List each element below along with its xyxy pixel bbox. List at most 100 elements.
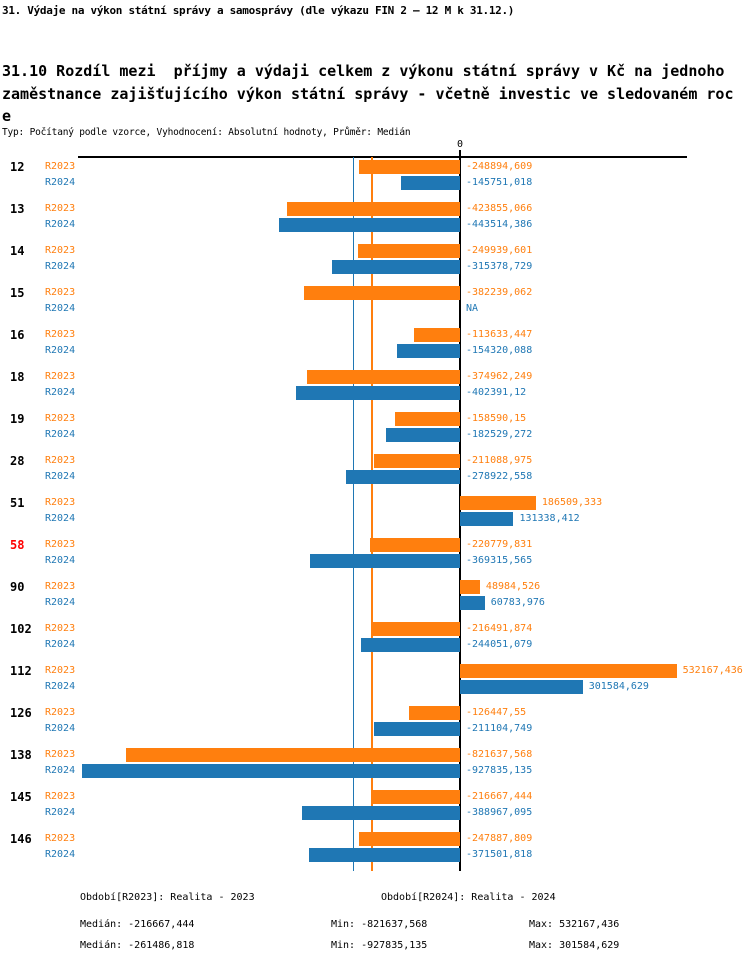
category-label-126: 126 — [10, 706, 32, 720]
category-label-146: 146 — [10, 832, 32, 846]
legend-period-r2023: Období[R2023]: Realita - 2023 — [80, 892, 255, 903]
zero-tick-label: 0 — [456, 139, 464, 150]
bar-r2024-16 — [397, 344, 460, 358]
series-label-r2023-28: R2023 — [45, 455, 76, 466]
bar-r2023-13 — [287, 202, 460, 216]
category-label-16: 16 — [10, 328, 25, 342]
series-label-r2023-145: R2023 — [45, 791, 76, 802]
series-label-r2024-15: R2024 — [45, 303, 76, 314]
series-label-r2024-145: R2024 — [45, 807, 76, 818]
series-label-r2024-112: R2024 — [45, 681, 76, 692]
series-label-r2024-138: R2024 — [45, 765, 76, 776]
value-label-r2023-15: -382239,062 — [466, 287, 533, 298]
value-label-r2024-18: -402391,12 — [466, 387, 527, 398]
value-label-r2023-16: -113633,447 — [466, 329, 533, 340]
value-label-r2023-19: -158590,15 — [466, 413, 527, 424]
category-label-58: 58 — [10, 538, 25, 552]
category-label-51: 51 — [10, 496, 25, 510]
median-line-r2024 — [352, 157, 355, 871]
series-label-r2023-102: R2023 — [45, 623, 76, 634]
value-label-r2023-51: 186509,333 — [541, 497, 603, 508]
bar-r2023-90 — [460, 580, 480, 594]
bar-r2024-12 — [400, 176, 460, 190]
series-label-r2023-51: R2023 — [45, 497, 76, 508]
value-label-r2023-18: -374962,249 — [466, 371, 533, 382]
value-label-r2024-51: 131338,412 — [519, 513, 580, 524]
series-label-r2024-146: R2024 — [45, 849, 76, 860]
series-label-r2023-138: R2023 — [45, 749, 76, 760]
series-label-r2024-58: R2024 — [45, 555, 76, 566]
category-label-19: 19 — [10, 412, 25, 426]
stat-median-r2024: Medián: -261486,818 — [80, 940, 195, 951]
report-meta-line: Typ: Počítaný podle vzorce, Vyhodnocení:… — [2, 127, 411, 138]
series-label-r2023-90: R2023 — [45, 581, 76, 592]
value-label-r2024-16: -154320,088 — [466, 345, 533, 356]
category-label-90: 90 — [10, 580, 25, 594]
stat-min-r2023: Min: -821637,568 — [331, 919, 428, 930]
bar-r2024-90 — [460, 596, 485, 610]
value-label-r2024-90: 60783,976 — [490, 597, 545, 608]
report-subtitle: 31.10 Rozdíl mezi příjmy a výdaji celkem… — [2, 62, 734, 125]
value-label-r2024-146: -371501,818 — [466, 849, 533, 860]
bar-r2024-18 — [296, 386, 460, 400]
value-label-r2023-138: -821637,568 — [466, 749, 533, 760]
value-label-r2023-14: -249939,601 — [466, 245, 533, 256]
category-label-138: 138 — [10, 748, 32, 762]
bar-r2023-28 — [374, 454, 460, 468]
series-label-r2024-102: R2024 — [45, 639, 76, 650]
bar-r2023-102 — [371, 622, 460, 636]
value-label-r2024-28: -278922,558 — [466, 471, 533, 482]
value-label-r2024-14: -315378,729 — [466, 261, 533, 272]
bar-r2023-145 — [371, 790, 460, 804]
value-label-r2024-12: -145751,018 — [466, 177, 533, 188]
value-label-r2024-15: NA — [466, 303, 479, 314]
value-label-r2023-58: -220779,831 — [466, 539, 533, 550]
category-label-15: 15 — [10, 286, 25, 300]
bar-r2024-58 — [309, 554, 460, 568]
value-label-r2024-58: -369315,565 — [466, 555, 533, 566]
value-label-r2024-102: -244051,079 — [466, 639, 533, 650]
value-label-r2023-112: 532167,436 — [682, 665, 743, 676]
bar-r2023-14 — [358, 244, 460, 258]
category-label-145: 145 — [10, 790, 32, 804]
category-label-28: 28 — [10, 454, 25, 468]
bar-r2023-19 — [395, 412, 460, 426]
bar-r2023-15 — [304, 286, 460, 300]
value-label-r2023-90: 48984,526 — [485, 581, 541, 592]
value-label-r2024-126: -211104,749 — [466, 723, 533, 734]
series-label-r2024-12: R2024 — [45, 177, 76, 188]
series-label-r2023-14: R2023 — [45, 245, 76, 256]
series-label-r2024-18: R2024 — [45, 387, 76, 398]
category-label-102: 102 — [10, 622, 32, 636]
bar-r2023-58 — [370, 538, 460, 552]
series-label-r2023-126: R2023 — [45, 707, 76, 718]
bar-r2023-16 — [413, 328, 460, 342]
median-line-r2023 — [371, 157, 373, 871]
series-label-r2024-16: R2024 — [45, 345, 76, 356]
series-label-r2024-13: R2024 — [45, 219, 76, 230]
bar-r2024-102 — [360, 638, 460, 652]
report-title: 31. Výdaje na výkon státní správy a samo… — [2, 4, 515, 17]
series-label-r2023-19: R2023 — [45, 413, 76, 424]
stat-max-r2024: Max: 301584,629 — [529, 940, 620, 951]
category-label-112: 112 — [10, 664, 32, 678]
series-label-r2023-16: R2023 — [45, 329, 76, 340]
bar-r2024-112 — [460, 680, 583, 694]
series-label-r2023-146: R2023 — [45, 833, 76, 844]
bar-r2023-146 — [359, 832, 460, 846]
category-label-14: 14 — [10, 244, 25, 258]
bar-r2023-138 — [125, 748, 460, 762]
bar-r2023-18 — [307, 370, 460, 384]
value-label-r2023-126: -126447,55 — [466, 707, 527, 718]
series-label-r2023-58: R2023 — [45, 539, 76, 550]
zero-axis-line — [459, 150, 461, 871]
series-label-r2024-90: R2024 — [45, 597, 76, 608]
x-axis-line — [78, 156, 687, 158]
bar-r2023-51 — [460, 496, 536, 510]
series-label-r2023-112: R2023 — [45, 665, 76, 676]
series-label-r2023-15: R2023 — [45, 287, 76, 298]
bar-r2024-138 — [82, 764, 460, 778]
bar-r2024-145 — [301, 806, 460, 820]
